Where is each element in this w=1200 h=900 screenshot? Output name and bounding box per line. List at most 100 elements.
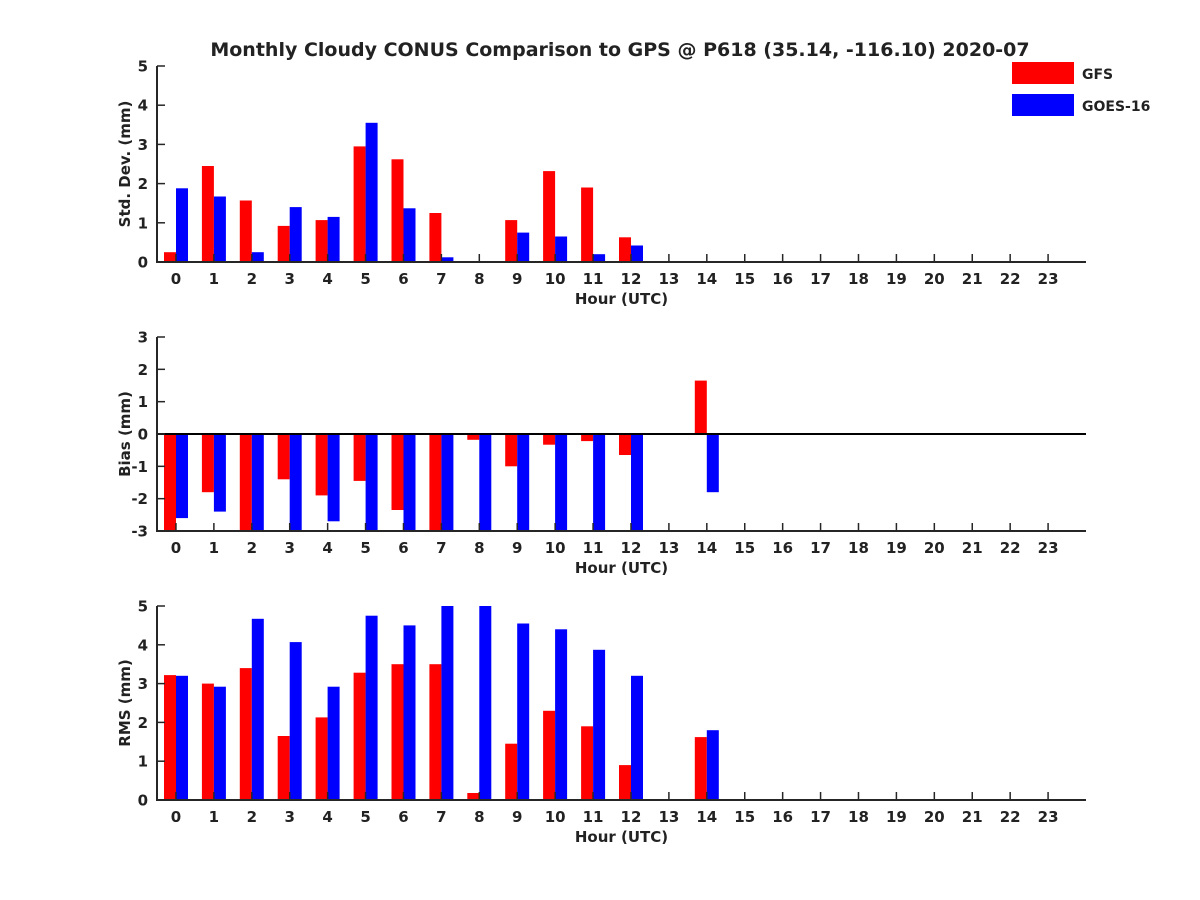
rms-xlabel: Hour (UTC) bbox=[575, 828, 668, 846]
bias-bar-gfs-hour-3 bbox=[277, 434, 290, 480]
rms-bar-gfs-hour-3 bbox=[277, 736, 290, 800]
rms-xtick-label: 16 bbox=[772, 808, 793, 826]
rms-xtick-label: 7 bbox=[436, 808, 446, 826]
rms-xtick-label: 17 bbox=[810, 808, 831, 826]
rms-ytick-label: 2 bbox=[138, 714, 148, 732]
std-dev-xtick-label: 5 bbox=[360, 270, 370, 288]
std-dev-xtick-label: 10 bbox=[545, 270, 566, 288]
rms-bar-gfs-hour-6 bbox=[391, 664, 404, 800]
std-dev-xtick-label: 9 bbox=[512, 270, 522, 288]
rms-bar-gfs-hour-2 bbox=[239, 668, 252, 800]
rms-ytick-label: 1 bbox=[138, 753, 148, 771]
bias-bar-gfs-hour-12 bbox=[619, 434, 631, 455]
std-dev-bar-gfs-hour-6 bbox=[391, 159, 404, 262]
rms-ytick-label: 4 bbox=[138, 636, 148, 654]
std-dev-bar-gfs-hour-10 bbox=[543, 171, 556, 262]
figure-title: Monthly Cloudy CONUS Comparison to GPS @… bbox=[210, 39, 1029, 61]
bias-xtick-label: 3 bbox=[284, 539, 294, 557]
bias-bar-goes16-hour-11 bbox=[593, 434, 606, 531]
rms-xtick-label: 13 bbox=[658, 808, 679, 826]
rms-xtick-label: 9 bbox=[512, 808, 522, 826]
std-dev-bar-gfs-hour-5 bbox=[353, 146, 366, 262]
rms-xtick-label: 5 bbox=[360, 808, 370, 826]
std-dev-bar-gfs-hour-1 bbox=[201, 166, 214, 262]
std-dev-bar-goes16-hour-5 bbox=[365, 122, 378, 262]
rms-bar-goes16-hour-3 bbox=[289, 642, 302, 800]
bias-bar-goes16-hour-7 bbox=[441, 434, 454, 531]
rms-ytick-label: 3 bbox=[138, 675, 148, 693]
bias-bar-goes16-hour-5 bbox=[365, 434, 378, 531]
std-dev-bar-goes16-hour-12 bbox=[631, 245, 643, 262]
bias-xtick-label: 9 bbox=[512, 539, 522, 557]
rms-bar-goes16-hour-9 bbox=[517, 623, 530, 800]
bias-bar-goes16-hour-10 bbox=[555, 434, 568, 531]
bias-bar-gfs-hour-14 bbox=[694, 380, 707, 434]
legend-swatch-gfs bbox=[1012, 62, 1074, 84]
bias-ytick-label: -3 bbox=[131, 523, 148, 541]
bias-xtick-label: 17 bbox=[810, 539, 831, 557]
std-dev-bar-gfs-hour-3 bbox=[277, 225, 290, 262]
std-dev-xtick-label: 0 bbox=[171, 270, 181, 288]
std-dev-ytick-label: 2 bbox=[138, 175, 148, 193]
bias-xtick-label: 18 bbox=[848, 539, 869, 557]
std-dev-bar-gfs-hour-7 bbox=[429, 213, 442, 262]
bias-xtick-label: 7 bbox=[436, 539, 446, 557]
rms-xtick-label: 14 bbox=[696, 808, 717, 826]
std-dev-bar-gfs-hour-9 bbox=[505, 220, 518, 262]
rms-ytick-label: 5 bbox=[138, 598, 148, 616]
bias-xtick-label: 22 bbox=[1000, 539, 1021, 557]
rms-xtick-label: 21 bbox=[962, 808, 983, 826]
bias-xtick-label: 1 bbox=[209, 539, 219, 557]
std-dev-xlabel: Hour (UTC) bbox=[575, 290, 668, 308]
bias-ytick-label: 2 bbox=[138, 361, 148, 379]
bias-xtick-label: 16 bbox=[772, 539, 793, 557]
bias-ylabel: Bias (mm) bbox=[116, 391, 134, 477]
bias-xtick-label: 10 bbox=[545, 539, 566, 557]
std-dev-xtick-label: 2 bbox=[247, 270, 257, 288]
bias-ytick-label: -1 bbox=[131, 458, 148, 476]
std-dev-xtick-label: 8 bbox=[474, 270, 484, 288]
bias-bar-goes16-hour-1 bbox=[213, 434, 226, 512]
std-dev-bar-goes16-hour-7 bbox=[441, 257, 454, 262]
bias-xtick-label: 13 bbox=[658, 539, 679, 557]
rms-bar-gfs-hour-9 bbox=[505, 743, 518, 800]
rms-bar-goes16-hour-12 bbox=[631, 675, 643, 800]
std-dev-bar-goes16-hour-1 bbox=[213, 196, 226, 262]
bias-bar-goes16-hour-4 bbox=[327, 434, 340, 522]
std-dev-bar-gfs-hour-2 bbox=[239, 200, 252, 262]
rms-bar-gfs-hour-4 bbox=[315, 717, 328, 800]
std-dev-xtick-label: 22 bbox=[1000, 270, 1021, 288]
std-dev-xtick-label: 15 bbox=[734, 270, 755, 288]
rms-ylabel: RMS (mm) bbox=[116, 659, 134, 746]
bias-bar-gfs-hour-4 bbox=[315, 434, 328, 496]
rms-bar-goes16-hour-10 bbox=[555, 629, 568, 800]
rms-bar-goes16-hour-11 bbox=[593, 649, 606, 800]
bias-bar-goes16-hour-6 bbox=[403, 434, 416, 531]
std-dev-ytick-label: 5 bbox=[138, 58, 148, 76]
legend-label-gfs: GFS bbox=[1082, 67, 1113, 83]
bias-bar-gfs-hour-8 bbox=[467, 434, 480, 440]
bias-ytick-label: 3 bbox=[138, 329, 148, 347]
bias-bar-gfs-hour-5 bbox=[353, 434, 366, 481]
std-dev-bar-goes16-hour-0 bbox=[176, 188, 188, 262]
std-dev-xtick-label: 3 bbox=[284, 270, 294, 288]
std-dev-xtick-label: 4 bbox=[322, 270, 332, 288]
bias-xtick-label: 8 bbox=[474, 539, 484, 557]
rms-bar-goes16-hour-6 bbox=[403, 625, 416, 800]
legend-label-goes16: GOES-16 bbox=[1082, 99, 1150, 115]
std-dev-bar-gfs-hour-12 bbox=[619, 237, 631, 262]
rms-ytick-label: 0 bbox=[138, 792, 148, 810]
bias-bar-gfs-hour-9 bbox=[505, 434, 518, 467]
rms-bar-gfs-hour-0 bbox=[164, 675, 176, 800]
legend: GFS GOES-16 bbox=[1012, 62, 1150, 116]
bias-bar-goes16-hour-9 bbox=[517, 434, 530, 531]
bias-xlabel: Hour (UTC) bbox=[575, 559, 668, 577]
bias-bar-goes16-hour-3 bbox=[289, 434, 302, 531]
rms-xtick-label: 0 bbox=[171, 808, 181, 826]
bias-bar-gfs-hour-6 bbox=[391, 434, 404, 510]
bias-xtick-label: 6 bbox=[398, 539, 408, 557]
std-dev-bar-goes16-hour-9 bbox=[517, 232, 530, 262]
std-dev-xtick-label: 20 bbox=[924, 270, 945, 288]
